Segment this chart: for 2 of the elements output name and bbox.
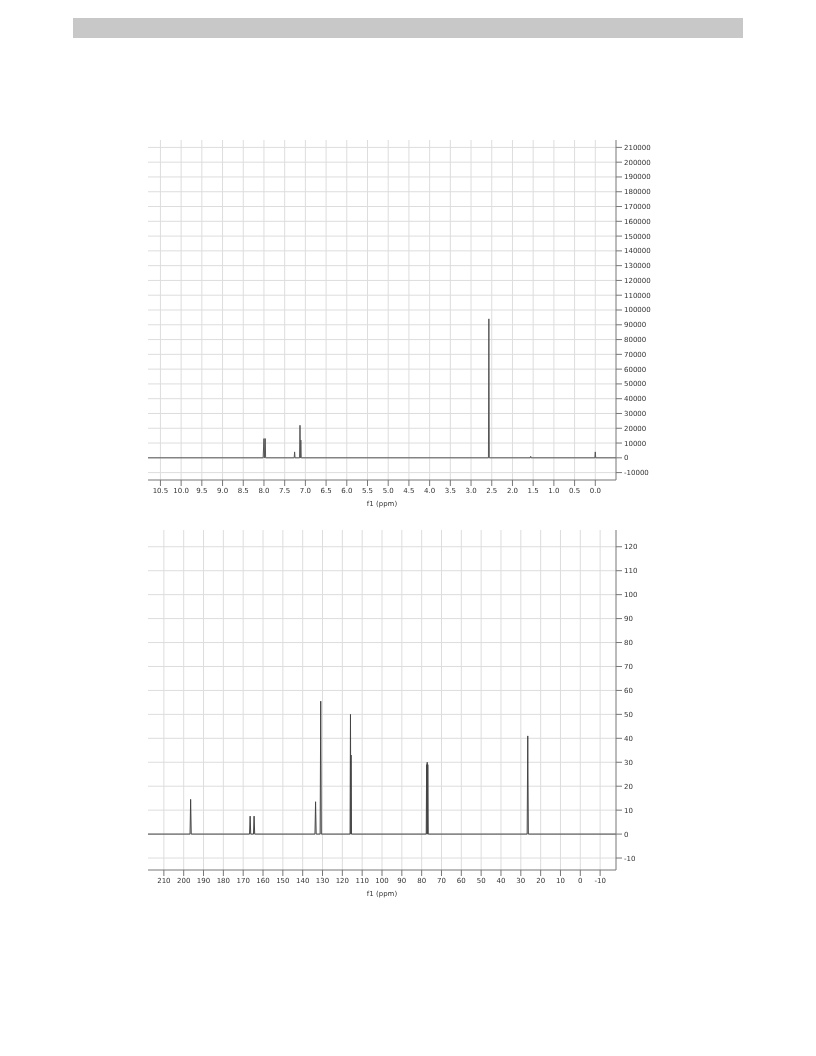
line-series [148,318,616,459]
line-series [148,700,616,835]
